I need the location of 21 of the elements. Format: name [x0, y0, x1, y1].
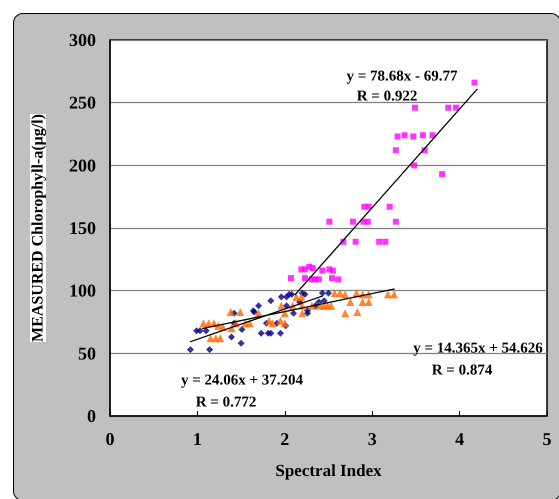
y-tick-label: 300: [69, 30, 96, 50]
annotation: y = 78.68x - 69.77: [346, 68, 458, 84]
y-tick-label: 200: [69, 155, 96, 176]
y-tick-label: 100: [69, 280, 96, 301]
x-tick-label: 3: [368, 429, 377, 449]
x-tick-label: 1: [192, 429, 202, 449]
annotation: R = 0.922: [356, 88, 418, 104]
x-axis-title: Spectral Index: [275, 461, 382, 480]
annotation: y = 24.06x + 37.204: [180, 372, 304, 388]
y-axis-title: MEASURED Chlorophyll-a(μg/l): [30, 114, 46, 342]
y-tick-label: 150: [69, 218, 96, 238]
x-tick-label: 4: [455, 429, 464, 449]
x-tick-label: 5: [542, 429, 552, 449]
annotation: R = 0.874: [432, 362, 493, 378]
x-tick-label: 0: [106, 429, 114, 449]
y-tick-label: 250: [69, 92, 96, 113]
y-tick-label: 50: [78, 343, 96, 364]
x-tick-label: 2: [280, 429, 290, 449]
y-tick-label: 0: [87, 406, 96, 426]
annotation: y = 14.365x + 54.626: [413, 340, 544, 356]
annotation: R = 0.772: [196, 394, 256, 410]
